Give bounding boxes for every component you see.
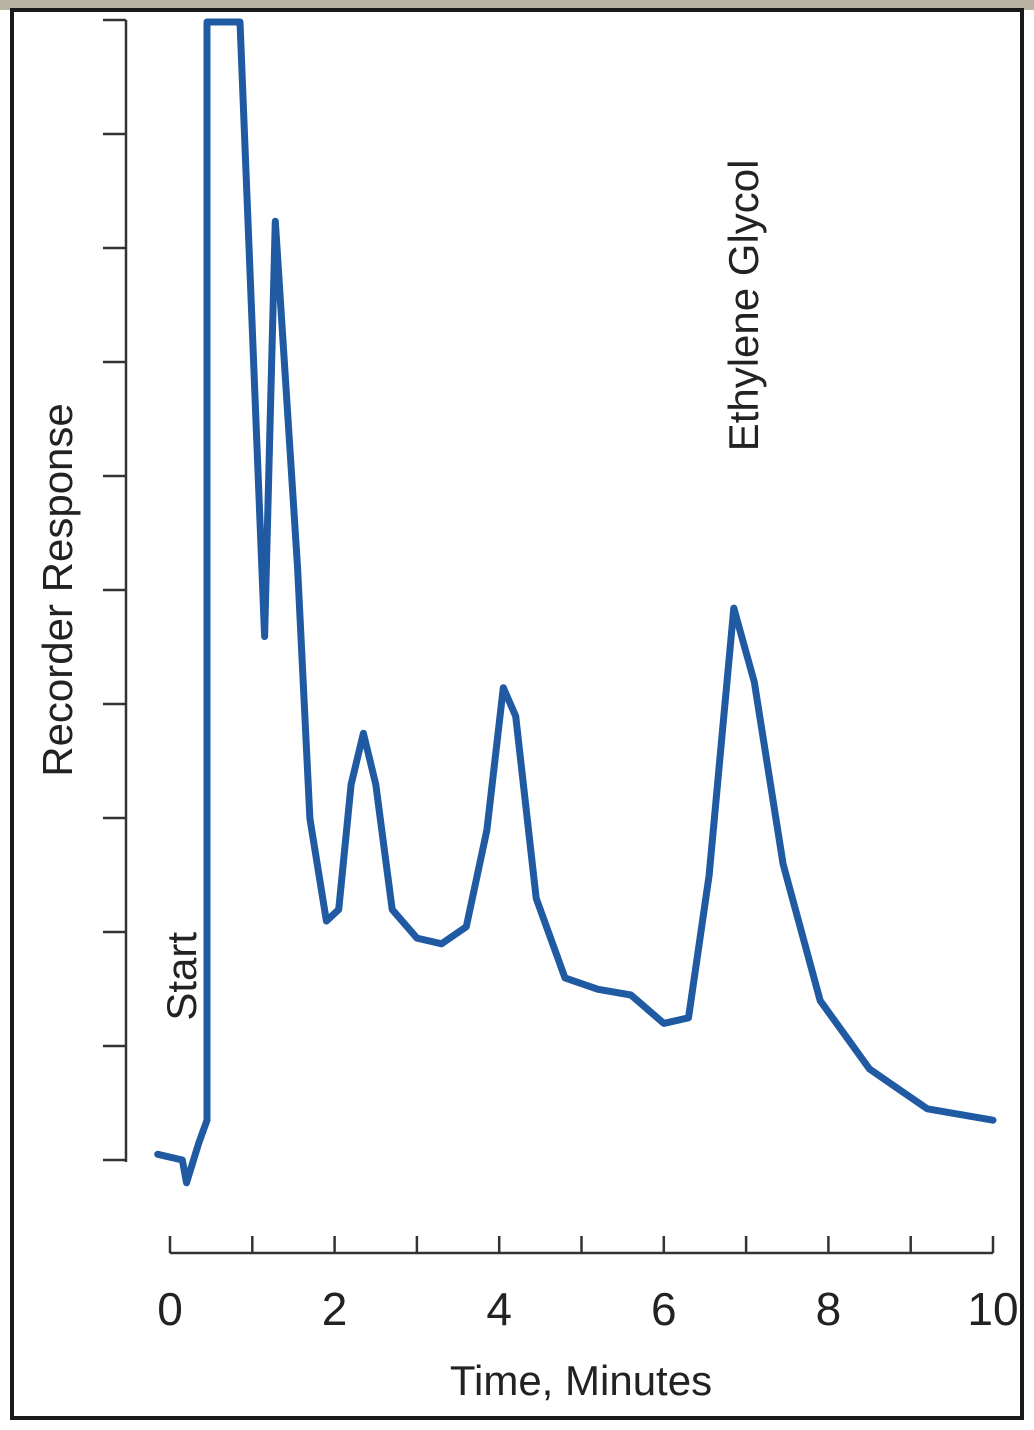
x-axis-ticks: [168, 1236, 995, 1253]
x-axis-label: Time, Minutes: [450, 1357, 712, 1404]
series-line: [154, 18, 997, 1187]
x-tick-label: 6: [651, 1283, 677, 1335]
chart-frame: [10, 8, 1024, 1420]
x-tick-label: 8: [816, 1283, 842, 1335]
x-tick-label: 0: [157, 1283, 183, 1335]
x-tick-label: 2: [322, 1283, 348, 1335]
start-annotation: Start: [158, 932, 205, 1021]
y-axis-ticks: [103, 18, 126, 1162]
x-tick-label: 10: [967, 1283, 1018, 1335]
ethylene-glycol-annotation: Ethylene Glycol: [720, 160, 767, 452]
x-axis-tick-labels: 0 2 4 6 8 10: [157, 1283, 1018, 1335]
top-border: [0, 0, 1034, 10]
x-tick-label: 4: [486, 1283, 512, 1335]
y-axis-label: Recorder Response: [34, 403, 81, 777]
